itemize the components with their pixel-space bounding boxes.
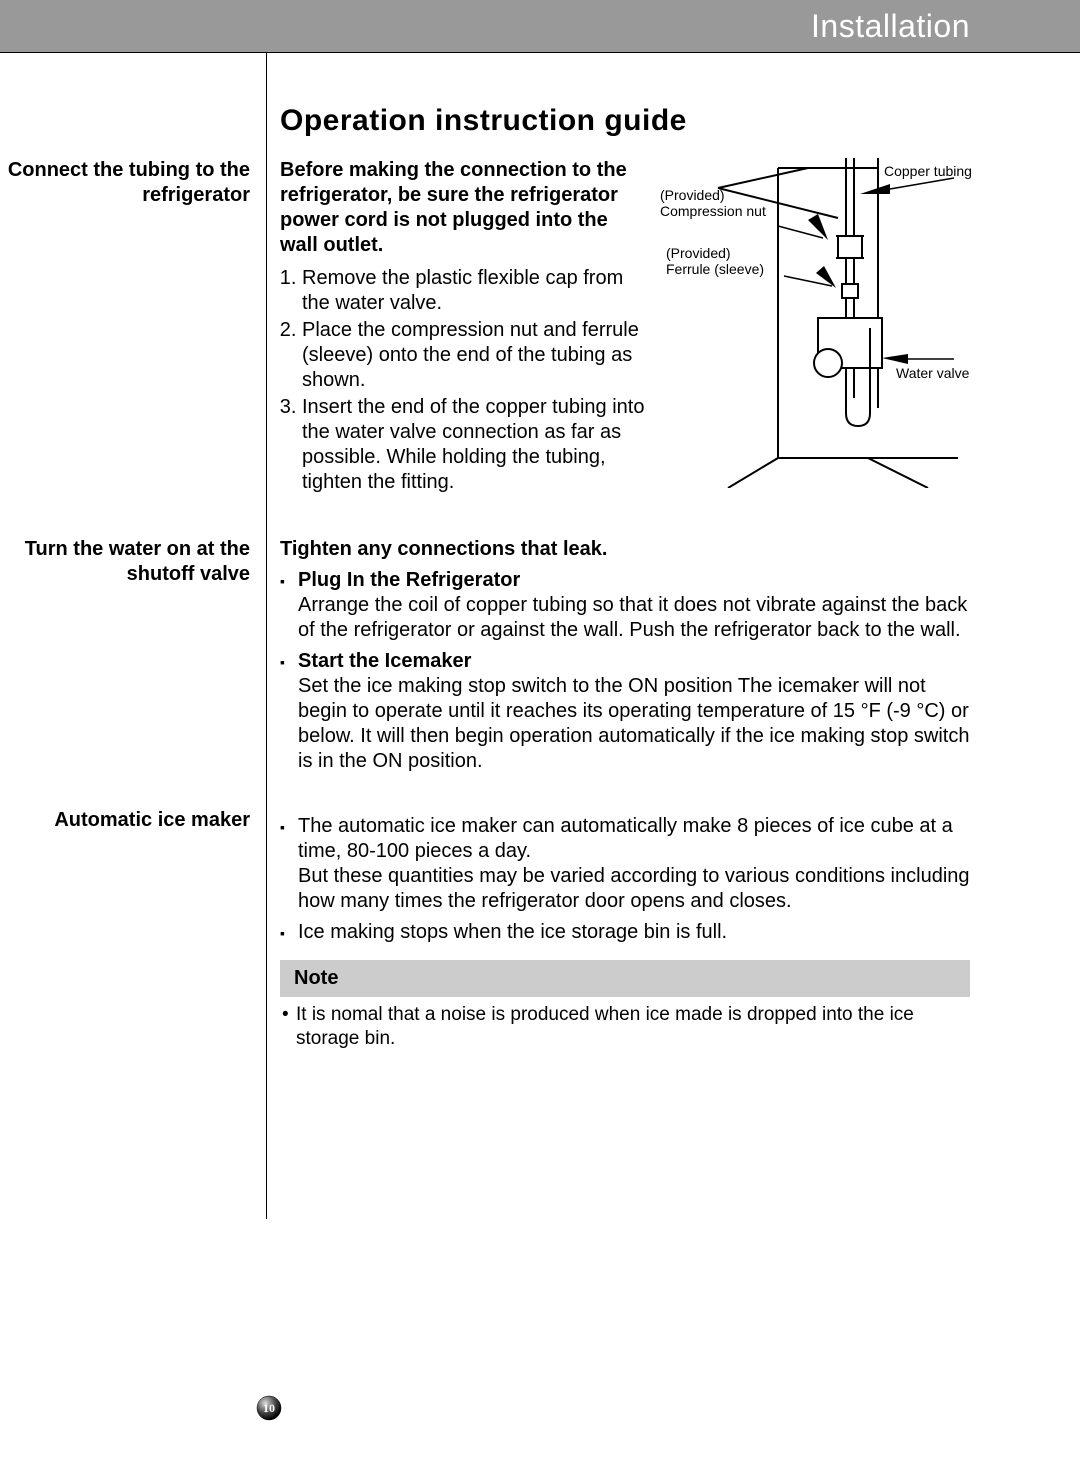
svg-text:10: 10: [263, 1401, 275, 1415]
intro-bold: Before making the connection to the refr…: [280, 158, 646, 258]
note-body-line: • It is nomal that a noise is produced w…: [280, 1003, 970, 1051]
bullet-title: Start the Icemaker: [298, 650, 471, 672]
bullet-marker: ▪: [280, 649, 298, 774]
section-body: ▪ The automatic ice maker can automatica…: [266, 808, 970, 1051]
bullet-item: ▪ The automatic ice maker can automatica…: [280, 814, 970, 914]
bullet-marker: ▪: [280, 920, 298, 946]
section-label: Automatic ice maker: [0, 808, 266, 1051]
page-title: Operation instruction guide: [280, 104, 687, 138]
step-item: Place the compression nut and ferrule (s…: [302, 318, 646, 393]
header-title: Installation: [811, 8, 970, 45]
bullet-title: Plug In the Refrigerator: [298, 569, 520, 591]
steps-list: Remove the plastic flexible cap from the…: [280, 266, 646, 495]
section-label: Turn the water on at the shutoff valve: [0, 537, 266, 780]
header-bar: Installation: [0, 0, 1080, 52]
content-area: Connect the tubing to the refrigerator B…: [0, 158, 970, 1479]
bullet-item: ▪ Plug In the Refrigerator Arrange the c…: [280, 568, 970, 643]
bullet-body: The automatic ice maker can automaticall…: [298, 814, 970, 914]
section-body: Tighten any connections that leak. ▪ Plu…: [266, 537, 970, 780]
bullet-marker: ▪: [280, 814, 298, 914]
bullet-marker: ▪: [280, 568, 298, 643]
note-body: It is nomal that a noise is produced whe…: [296, 1003, 970, 1051]
step-item: Remove the plastic flexible cap from the…: [302, 266, 646, 316]
bullet-body: Arrange the coil of copper tubing so tha…: [298, 594, 967, 641]
bullet-item: ▪ Ice making stops when the ice storage …: [280, 920, 970, 946]
section-label: Connect the tubing to the refrigerator: [0, 158, 266, 497]
note-title: Note: [280, 960, 970, 997]
horizontal-rule: [0, 52, 1080, 53]
bullet-item: ▪ Start the Icemaker Set the ice making …: [280, 649, 970, 774]
section-turn-water-on: Turn the water on at the shutoff valve T…: [0, 537, 970, 780]
section-automatic-icemaker: Automatic ice maker ▪ The automatic ice …: [0, 808, 970, 1051]
section-connect-tubing: Connect the tubing to the refrigerator B…: [0, 158, 970, 497]
bullet-body: Ice making stops when the ice storage bi…: [298, 920, 970, 946]
note-bullet-marker: •: [282, 1003, 296, 1051]
bullet-body: Set the ice making stop switch to the ON…: [298, 675, 969, 772]
page-number-badge: 10: [256, 1395, 282, 1421]
section-body: Before making the connection to the refr…: [266, 158, 646, 497]
step-item: Insert the end of the copper tubing into…: [302, 395, 646, 495]
lead-bold: Tighten any connections that leak.: [280, 537, 970, 562]
